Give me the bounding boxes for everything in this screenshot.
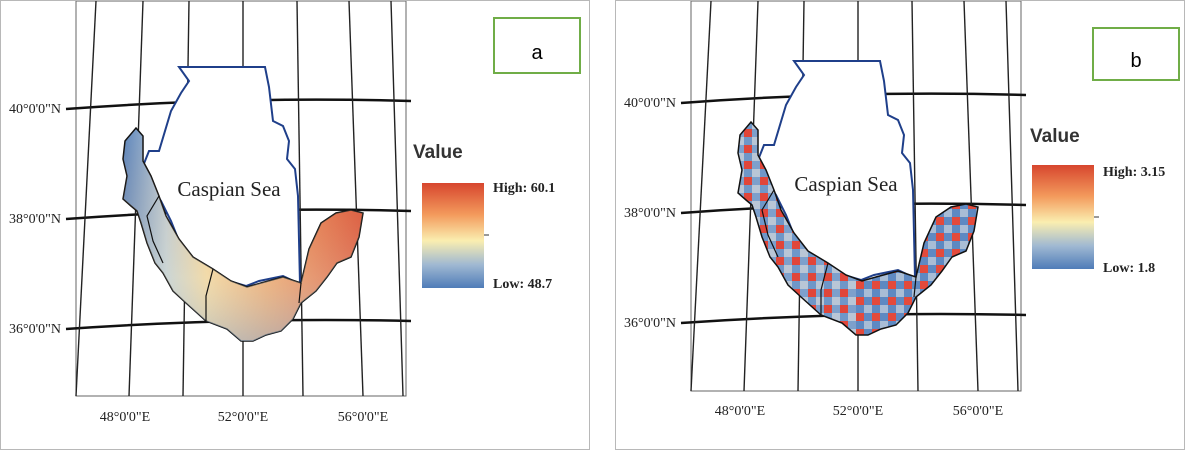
meridian-56e <box>963 1 979 392</box>
legend-title: Value <box>1030 126 1080 147</box>
legend-color-ramp <box>422 183 484 288</box>
map-b-svg: Caspian Sea 40°0'0"N 38°0'0"N 36°0'0"N 4… <box>624 1 1180 419</box>
map-panel-b: Caspian Sea 40°0'0"N 38°0'0"N 36°0'0"N 4… <box>615 0 1185 450</box>
map-panel-a: Caspian Sea 40°0'0"N 38°0'0"N 36°0'0"N 4… <box>0 0 590 450</box>
lat-label-36n: 36°0'0"N <box>624 316 676 331</box>
meridian <box>75 1 97 397</box>
legend-low-label: Low: 1.8 <box>1103 261 1155 276</box>
province-boundary <box>205 268 214 321</box>
meridian <box>690 1 712 392</box>
legend-high-label: High: 3.15 <box>1103 165 1165 180</box>
panel-label: b <box>1130 50 1141 72</box>
province-boundary <box>761 189 779 258</box>
sea-label: Caspian Sea <box>177 177 281 201</box>
meridian <box>911 1 919 392</box>
lat-label-40n: 40°0'0"N <box>624 96 676 111</box>
northern-provinces-outline <box>737 120 979 336</box>
legend-low-label: Low: 48.7 <box>493 277 552 292</box>
province-boundary <box>298 282 302 304</box>
sea-label: Caspian Sea <box>794 172 898 196</box>
lon-label-56e: 56°0'0"E <box>953 404 1003 419</box>
lon-label-52e: 52°0'0"E <box>218 410 268 425</box>
meridian <box>1005 1 1019 392</box>
legend-title: Value <box>413 142 463 163</box>
lon-label-56e: 56°0'0"E <box>338 410 388 425</box>
lon-label-48e: 48°0'0"E <box>100 410 150 425</box>
province-boundary <box>913 276 917 298</box>
lat-label-38n: 38°0'0"N <box>624 206 676 221</box>
meridian-56e <box>348 1 364 397</box>
region-shading <box>123 128 363 341</box>
lon-label-52e: 52°0'0"E <box>833 404 883 419</box>
legend-high-label: High: 60.1 <box>493 181 555 196</box>
lat-label-36n: 36°0'0"N <box>9 322 61 337</box>
panel-label-box <box>1092 27 1180 81</box>
panel-label: a <box>531 42 543 64</box>
meridian <box>296 1 304 397</box>
legend-color-ramp <box>1032 165 1094 269</box>
province-boundary <box>820 262 829 315</box>
lon-label-48e: 48°0'0"E <box>715 404 765 419</box>
lat-label-38n: 38°0'0"N <box>9 212 61 227</box>
province-boundary <box>146 195 164 264</box>
meridian <box>390 1 404 397</box>
map-a-svg: Caspian Sea 40°0'0"N 38°0'0"N 36°0'0"N 4… <box>9 1 581 425</box>
lat-label-40n: 40°0'0"N <box>9 102 61 117</box>
panel-label-box <box>493 17 581 74</box>
